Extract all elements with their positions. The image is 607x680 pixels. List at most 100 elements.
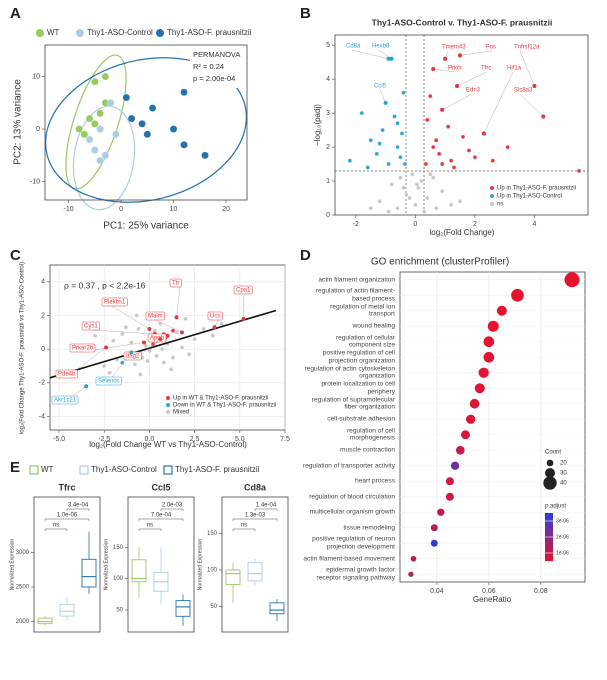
category-label: muscle contraction — [340, 446, 395, 454]
leader-line — [459, 50, 493, 56]
point — [377, 199, 382, 204]
leader-line — [442, 93, 473, 110]
legend-marker — [490, 202, 494, 206]
point — [170, 328, 176, 333]
legend-size — [546, 459, 554, 467]
labeled-point — [158, 337, 163, 342]
x-axis-label: log₂(Fold Change WT vs Thy1-ASO-Control) — [89, 440, 247, 449]
legend-marker — [29, 465, 39, 475]
point — [134, 313, 139, 318]
point — [161, 360, 167, 365]
x-tick-label: -10 — [64, 206, 74, 213]
x-axis-label: PC1: 25% variance — [103, 221, 189, 232]
gene-label: Apob — [150, 336, 165, 342]
point — [85, 114, 94, 123]
labeled-point — [383, 100, 388, 105]
x-tick-label: 0.08 — [534, 588, 548, 595]
labeled-point — [541, 114, 546, 119]
point — [448, 158, 454, 163]
legend-label: Thy1-ASO-Control — [87, 28, 153, 37]
significance-label: 1.3e-03 — [245, 513, 266, 519]
dot — [450, 461, 460, 470]
point — [576, 168, 582, 173]
point — [434, 206, 439, 211]
plot-frame — [221, 496, 289, 633]
legend-size — [543, 476, 557, 490]
point — [419, 178, 424, 184]
gene-label: Hif1a — [507, 66, 522, 72]
gene-label: Pde4b — [58, 372, 76, 378]
point — [365, 165, 370, 170]
dot — [430, 524, 438, 532]
point — [440, 189, 445, 194]
point — [380, 127, 385, 133]
point — [440, 161, 445, 167]
category-label: heart process — [355, 477, 395, 485]
box — [131, 559, 147, 583]
panel-letter: C — [10, 247, 21, 264]
point — [466, 148, 472, 153]
point — [359, 110, 364, 116]
point — [192, 336, 197, 342]
box — [247, 562, 263, 582]
point — [80, 130, 89, 139]
point — [96, 156, 104, 165]
point — [111, 338, 116, 343]
point — [448, 202, 454, 207]
point — [183, 316, 188, 322]
significance-bracket — [160, 508, 184, 511]
gene-label: Selenos — [98, 379, 120, 385]
y-tick-label: 2500 — [16, 585, 30, 591]
label-box — [55, 369, 78, 379]
point — [431, 144, 436, 150]
dot — [460, 430, 470, 440]
gene-label: Edn3 — [466, 88, 481, 94]
significance-bracket — [232, 518, 278, 521]
x-tick-label: 0.04 — [430, 588, 444, 595]
legend-label: ns — [497, 202, 503, 208]
legend-label: WT — [41, 465, 54, 474]
category-label: positive regulation of cell projection o… — [322, 349, 395, 365]
significance-bracket — [232, 528, 256, 531]
point — [402, 161, 408, 167]
point — [148, 104, 157, 112]
category-label: regulation of metal ion transport — [330, 303, 395, 318]
point — [457, 199, 463, 204]
point — [122, 93, 131, 102]
point — [428, 93, 433, 99]
leader-line — [351, 49, 389, 59]
dot — [487, 320, 499, 332]
y-tick-label: 150 — [207, 531, 218, 537]
legend-label: 40 — [560, 481, 567, 487]
chart-title: GO enrichment (clusterProfiler) — [371, 257, 509, 268]
point — [407, 195, 412, 201]
panel-title: Cd8a — [244, 482, 267, 492]
box — [225, 569, 241, 586]
point — [422, 209, 427, 214]
gene-label: Akr1c21 — [54, 398, 77, 404]
labeled-point — [179, 330, 184, 335]
legend-marker — [76, 29, 84, 37]
category-label: epidermal growth factor receptor signali… — [316, 566, 395, 582]
significance-bracket — [44, 528, 68, 531]
y-tick-label: 100 — [113, 576, 124, 582]
annotation: p = 2.00e-04 — [193, 74, 235, 83]
panel-letter: A — [10, 5, 21, 22]
point — [423, 161, 428, 167]
gene-label: Ucs — [210, 314, 220, 320]
category-label: regulation of cellular component size — [335, 334, 395, 349]
y-tick-label: 50 — [210, 604, 217, 610]
category-label: multicellular organism growth — [309, 508, 395, 516]
panel-letter: D — [300, 247, 311, 264]
category-label: regulation of transporter activity — [303, 462, 395, 470]
legend-marker — [156, 29, 164, 37]
label-box — [81, 321, 100, 331]
point — [210, 333, 215, 338]
x-tick-label: 5.0 — [235, 436, 245, 443]
leader-line — [456, 71, 488, 87]
point — [179, 345, 185, 350]
y-axis-label: −log₁₀(padj) — [313, 104, 322, 146]
category-label: positive regulation of neuron projection… — [312, 535, 395, 551]
y-tick-label: 50 — [116, 608, 123, 614]
point — [395, 144, 400, 150]
